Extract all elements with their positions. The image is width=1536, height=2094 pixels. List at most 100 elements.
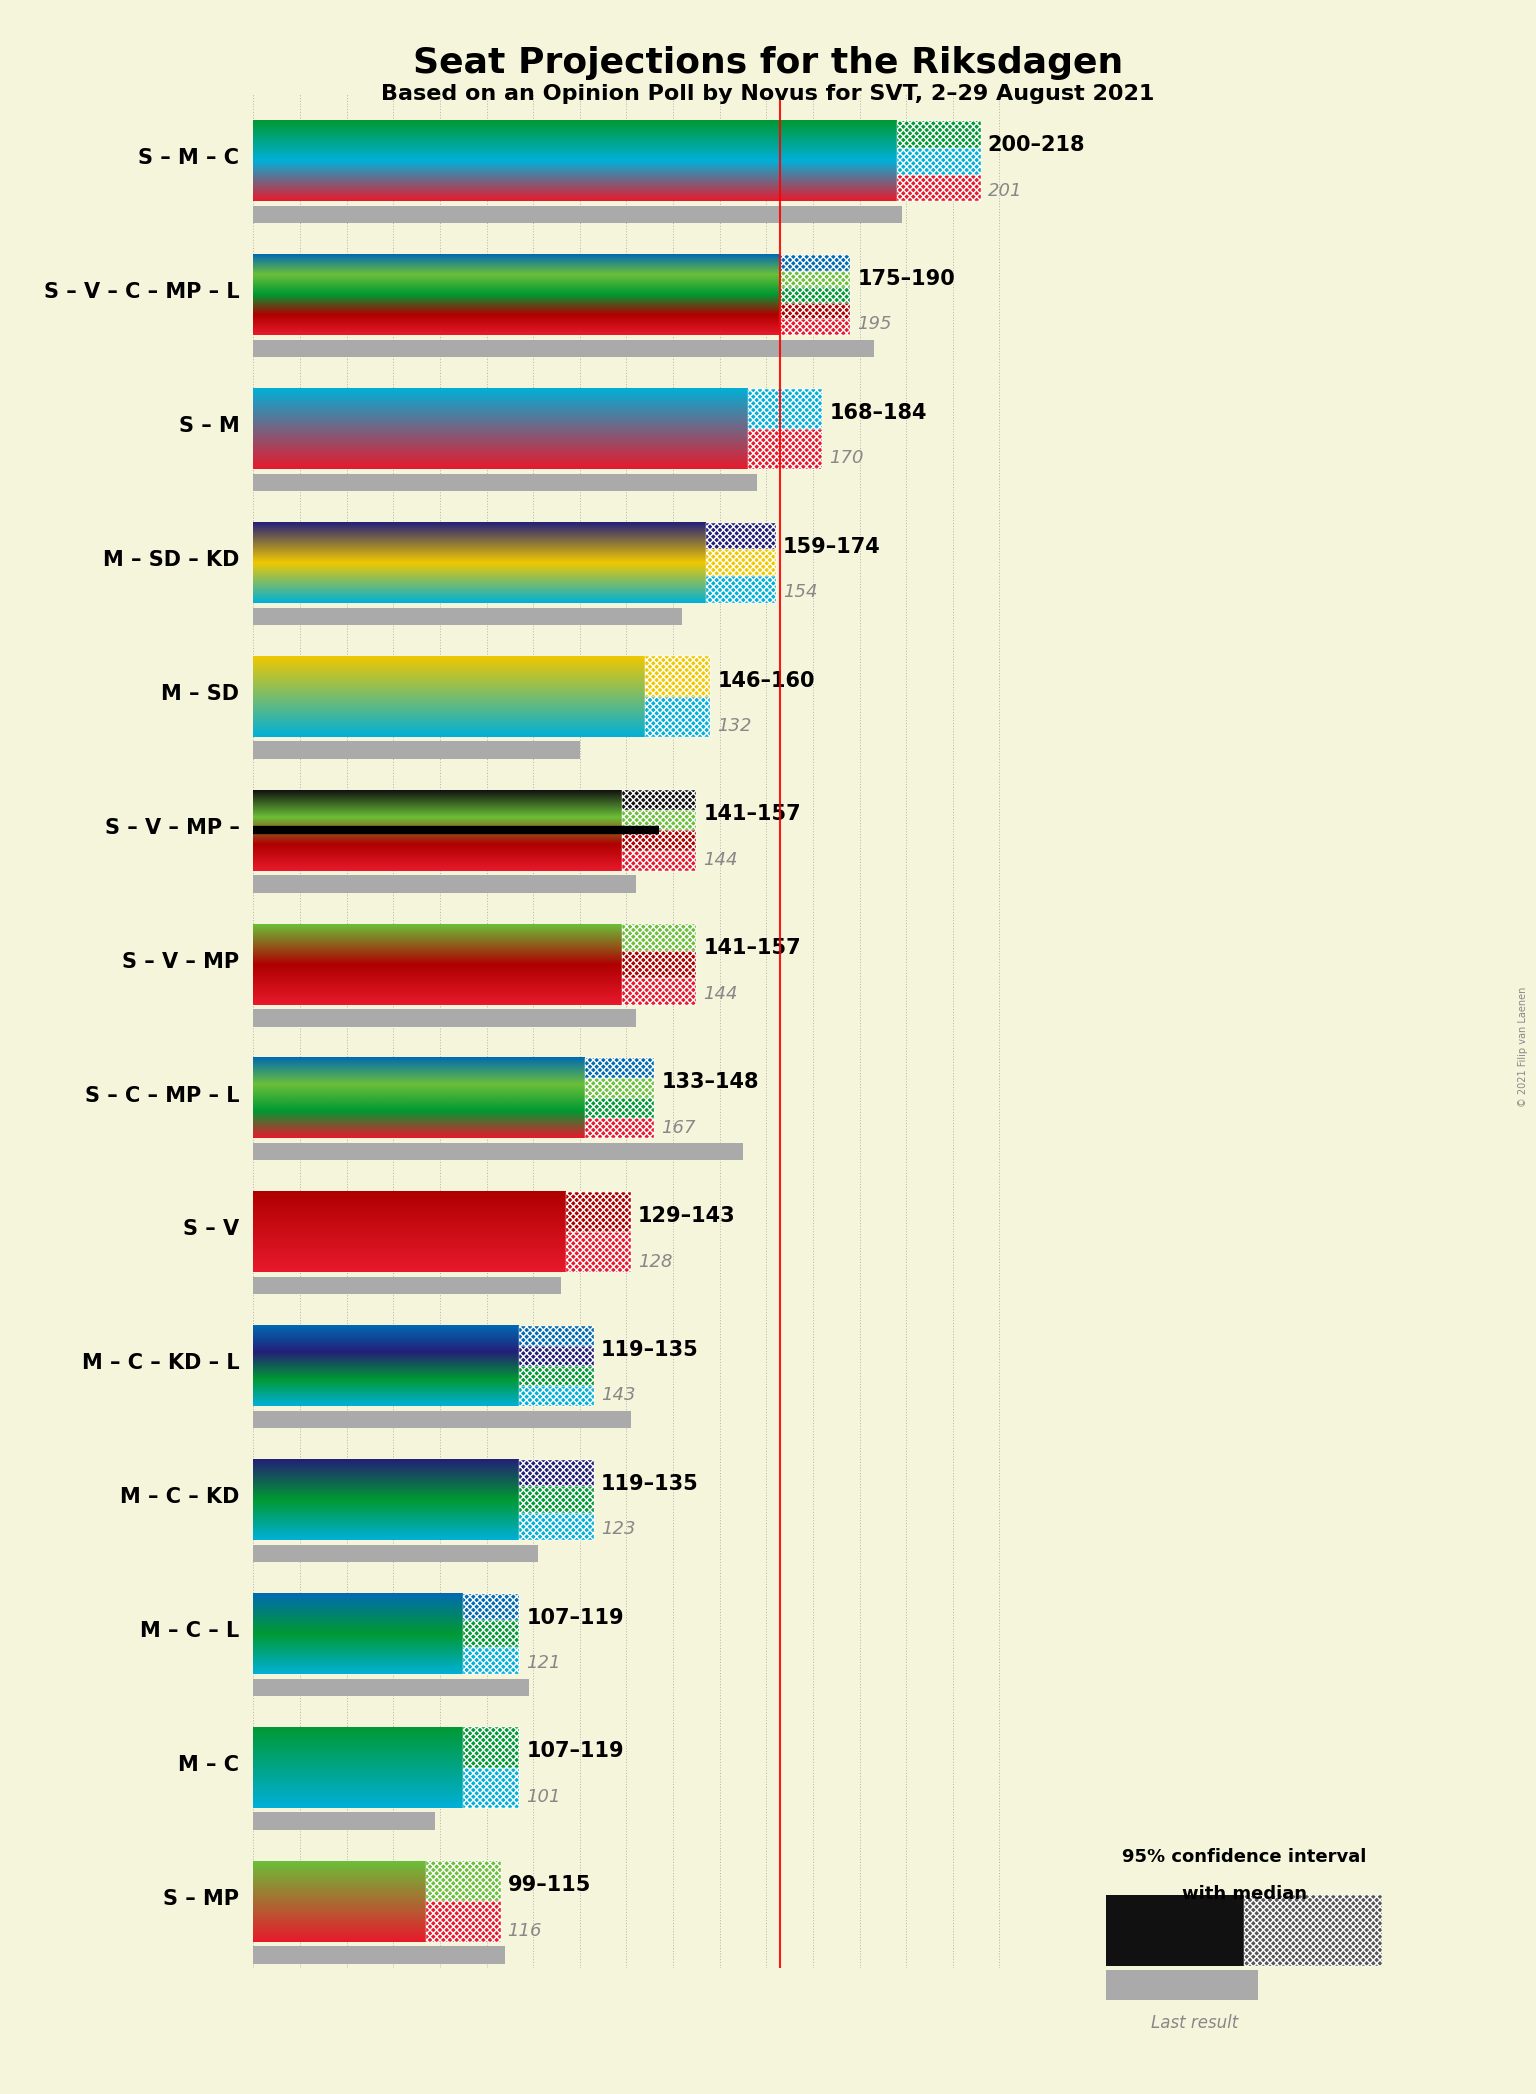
Bar	[585, 1097, 654, 1118]
Bar	[585, 1057, 654, 1078]
Bar	[253, 1277, 561, 1294]
Text: M – C – L: M – C – L	[140, 1621, 240, 1642]
Bar	[897, 149, 982, 174]
Text: M – SD: M – SD	[161, 685, 240, 704]
Text: 154: 154	[783, 584, 817, 601]
Text: 201: 201	[988, 182, 1023, 199]
Bar	[565, 1191, 631, 1231]
Text: S – V – MP –: S – V – MP –	[104, 819, 240, 838]
Text: 141–157: 141–157	[703, 804, 802, 825]
Text: 168–184: 168–184	[829, 402, 926, 423]
Bar	[253, 607, 682, 624]
Bar	[425, 1862, 501, 1901]
Text: 195: 195	[857, 316, 892, 333]
Text: 121: 121	[527, 1654, 561, 1673]
Bar	[645, 697, 710, 737]
Text: 175–190: 175–190	[857, 268, 955, 289]
Text: 101: 101	[527, 1788, 561, 1805]
Text: 119–135: 119–135	[601, 1340, 699, 1359]
Text: 116: 116	[507, 1922, 542, 1939]
Bar	[519, 1386, 594, 1407]
Text: 170: 170	[829, 450, 863, 467]
Bar	[622, 923, 696, 951]
Bar	[425, 1901, 501, 1941]
Text: 143: 143	[601, 1386, 636, 1405]
Bar	[464, 1621, 519, 1648]
Text: 95% confidence interval: 95% confidence interval	[1121, 1847, 1367, 1866]
Text: 128: 128	[637, 1252, 673, 1271]
Bar	[780, 270, 851, 287]
Bar	[1244, 1895, 1382, 1966]
Bar	[464, 1594, 519, 1621]
Bar	[253, 1411, 631, 1428]
Bar	[464, 1728, 519, 1767]
Text: 133–148: 133–148	[662, 1072, 759, 1093]
Bar	[780, 255, 851, 270]
Bar	[253, 473, 757, 492]
Bar	[519, 1326, 594, 1346]
Bar	[622, 810, 696, 831]
Text: S – V – MP: S – V – MP	[123, 951, 240, 972]
Bar	[622, 831, 696, 850]
Text: M – C – KD – L: M – C – KD – L	[81, 1353, 240, 1374]
Bar	[253, 339, 874, 358]
Bar	[705, 549, 776, 576]
Text: 146–160: 146–160	[717, 670, 816, 691]
Bar	[1106, 1895, 1244, 1966]
Text: Seat Projections for the Riksdagen: Seat Projections for the Riksdagen	[413, 46, 1123, 80]
Bar	[253, 1679, 528, 1696]
Bar	[519, 1514, 594, 1539]
Bar	[705, 524, 776, 549]
Text: S – MP: S – MP	[163, 1889, 240, 1910]
Bar	[622, 850, 696, 871]
Text: S – M: S – M	[178, 417, 240, 436]
Text: 107–119: 107–119	[527, 1608, 624, 1627]
Text: S – M – C: S – M – C	[138, 149, 240, 168]
Text: M – C – KD: M – C – KD	[120, 1487, 240, 1508]
Text: M – SD – KD: M – SD – KD	[103, 551, 240, 570]
Text: S – C – MP – L: S – C – MP – L	[84, 1085, 240, 1106]
Bar	[519, 1346, 594, 1365]
Bar	[622, 789, 696, 810]
Bar	[645, 658, 710, 697]
Bar	[748, 429, 822, 469]
Text: 167: 167	[662, 1118, 696, 1137]
Text: with median: with median	[1181, 1885, 1307, 1903]
Text: 200–218: 200–218	[988, 136, 1086, 155]
Bar	[253, 1813, 435, 1830]
Bar	[780, 287, 851, 304]
Text: 159–174: 159–174	[783, 536, 880, 557]
Bar	[519, 1365, 594, 1386]
Bar	[748, 389, 822, 429]
Bar	[585, 1118, 654, 1139]
Text: 119–135: 119–135	[601, 1474, 699, 1493]
Bar	[897, 174, 982, 201]
Bar	[253, 205, 902, 224]
Bar	[780, 318, 851, 335]
Text: 132: 132	[717, 716, 753, 735]
Bar	[519, 1460, 594, 1487]
Text: © 2021 Filip van Laenen: © 2021 Filip van Laenen	[1518, 986, 1528, 1108]
Text: Last result: Last result	[1150, 2014, 1238, 2033]
Text: 144: 144	[703, 984, 737, 1003]
Bar	[897, 121, 982, 149]
Bar	[585, 1078, 654, 1097]
Bar	[253, 741, 579, 758]
Bar	[464, 1648, 519, 1673]
Bar	[705, 576, 776, 603]
Text: 123: 123	[601, 1520, 636, 1539]
Text: S – V – C – MP – L: S – V – C – MP – L	[45, 283, 240, 302]
Text: M – C: M – C	[178, 1755, 240, 1776]
Text: 107–119: 107–119	[527, 1742, 624, 1761]
Text: 99–115: 99–115	[507, 1876, 591, 1895]
Text: 144: 144	[703, 850, 737, 869]
Bar	[780, 304, 851, 318]
Text: 129–143: 129–143	[637, 1206, 736, 1225]
Bar	[253, 875, 636, 892]
Bar	[253, 1545, 538, 1562]
Text: S – V: S – V	[183, 1219, 240, 1240]
Bar	[253, 1143, 743, 1160]
Bar	[565, 1231, 631, 1273]
Bar	[622, 951, 696, 978]
Bar	[622, 978, 696, 1005]
